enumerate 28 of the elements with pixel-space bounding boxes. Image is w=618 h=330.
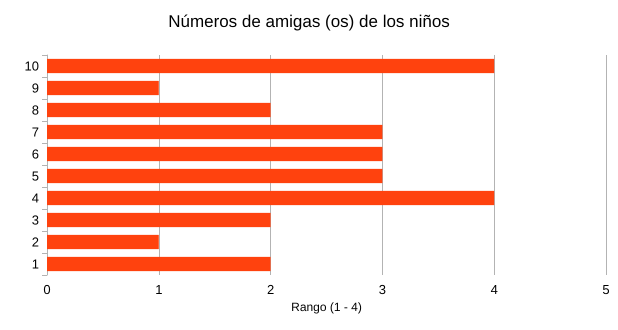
bar — [47, 234, 159, 250]
y-tick-label: 5 — [32, 168, 39, 184]
bar — [47, 256, 271, 272]
x-axis-title: Rango (1 - 4) — [291, 300, 362, 314]
x-tick-label: 5 — [602, 282, 610, 297]
bar — [47, 58, 494, 74]
chart-title: Números de amigas (os) de los niños — [168, 12, 450, 31]
x-tick-label: 4 — [490, 282, 498, 297]
y-tick-label: 7 — [32, 124, 39, 140]
x-tick-label: 1 — [155, 282, 162, 297]
y-tick-label: 4 — [32, 190, 39, 206]
y-tick-label: 10 — [24, 58, 39, 74]
bar — [47, 146, 382, 162]
y-tick-label: 3 — [32, 212, 39, 228]
x-tick-label: 3 — [378, 282, 386, 297]
x-tick-label: 2 — [266, 282, 274, 297]
x-tick-label: 0 — [43, 282, 51, 297]
bar — [47, 212, 271, 228]
bar — [47, 190, 494, 206]
bar — [47, 80, 159, 96]
bar — [47, 168, 382, 184]
y-tick-label: 1 — [32, 256, 39, 272]
y-tick-label: 6 — [32, 146, 39, 162]
y-tick-label: 2 — [32, 234, 39, 250]
bar — [47, 102, 271, 118]
y-tick-label: 8 — [32, 102, 39, 118]
y-tick-label: 9 — [32, 80, 39, 96]
bar — [47, 124, 382, 140]
